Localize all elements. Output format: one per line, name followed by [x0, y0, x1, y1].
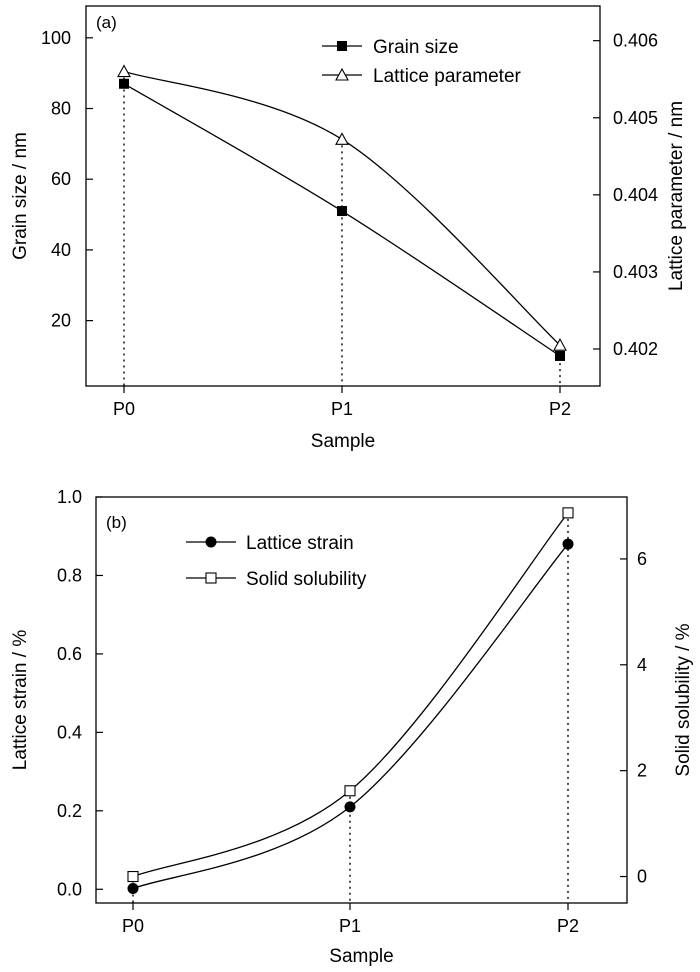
data-point	[335, 132, 349, 145]
series-line-2	[132, 512, 569, 878]
left-y-tick-label: 0.2	[57, 801, 82, 821]
x-tick-label: P2	[549, 399, 571, 419]
legend-label: Lattice parameter	[373, 66, 522, 87]
data-point	[119, 78, 129, 89]
legend-label: Solid solubility	[246, 569, 367, 590]
data-point	[553, 337, 567, 351]
right-y-tick-label: 4	[637, 655, 647, 675]
left-y-tick-label: 40	[51, 240, 71, 260]
left-y-tick-label: 80	[51, 99, 71, 119]
left-y-tick-label: 0.8	[57, 565, 82, 585]
chart-panel-a: 20 40 60 80 100 0.402 0.403 0.404 0.405 0.406 P0 P1…	[10, 5, 687, 452]
right-y-tick-label: 0.403	[613, 262, 658, 282]
left-y-tick-label: 0.4	[57, 722, 82, 742]
panel-label: (b)	[106, 513, 127, 532]
x-tick-label: P1	[339, 916, 361, 936]
left-y-axis-title: Lattice strain / %	[10, 630, 31, 771]
right-y-tick-label: 6	[637, 549, 647, 569]
left-y-tick-label: 0.0	[57, 879, 82, 899]
left-y-tick-label: 1.0	[57, 487, 82, 507]
right-y-tick-label: 2	[637, 761, 647, 781]
right-y-tick-label: 0.402	[613, 339, 658, 359]
legend-label: Grain size	[373, 37, 459, 58]
right-y-tick-label: 0.405	[613, 108, 658, 128]
right-y-tick-label: 0.404	[613, 185, 658, 205]
left-y-tick-label: 0.6	[57, 644, 82, 664]
left-y-tick-label: 20	[51, 311, 71, 331]
x-axis-title: Sample	[311, 431, 375, 452]
data-point	[117, 64, 131, 78]
series-line-1	[132, 543, 569, 890]
data-point	[127, 882, 139, 894]
data-point	[555, 350, 565, 361]
right-y-tick-label: 0	[637, 867, 647, 887]
data-point	[127, 870, 139, 883]
x-tick-label: P0	[122, 916, 144, 936]
x-tick-label: P2	[557, 916, 579, 936]
left-y-tick-label: 60	[51, 169, 71, 189]
data-point	[562, 507, 574, 519]
right-y-axis-title: Solid solubility / %	[673, 623, 694, 776]
panel-label: (a)	[96, 13, 117, 32]
data-point	[337, 206, 347, 217]
chart-panel-b: 0.0 0.2 0.4 0.6 0.8 1.0 0 2 4 6 P0 P1 P2 Sample Lattic…	[10, 487, 694, 967]
right-y-axis-title: Lattice parameter / nm	[666, 101, 687, 291]
legend-marker	[337, 41, 347, 51]
data-point	[344, 785, 356, 797]
legend-marker	[205, 536, 217, 548]
data-point	[344, 801, 356, 813]
legend-marker	[335, 67, 349, 81]
legend-label: Lattice strain	[246, 533, 354, 554]
plot-frame	[85, 5, 601, 387]
left-y-tick-label: 100	[41, 28, 71, 48]
legend-marker	[205, 572, 217, 584]
x-axis-title: Sample	[329, 946, 393, 967]
x-tick-label: P1	[331, 399, 353, 419]
data-point	[562, 538, 574, 550]
right-y-tick-label: 0.406	[613, 31, 658, 51]
x-tick-label: P0	[113, 399, 135, 419]
left-y-axis-title: Grain size / nm	[10, 132, 31, 260]
plot-frame	[95, 496, 628, 904]
